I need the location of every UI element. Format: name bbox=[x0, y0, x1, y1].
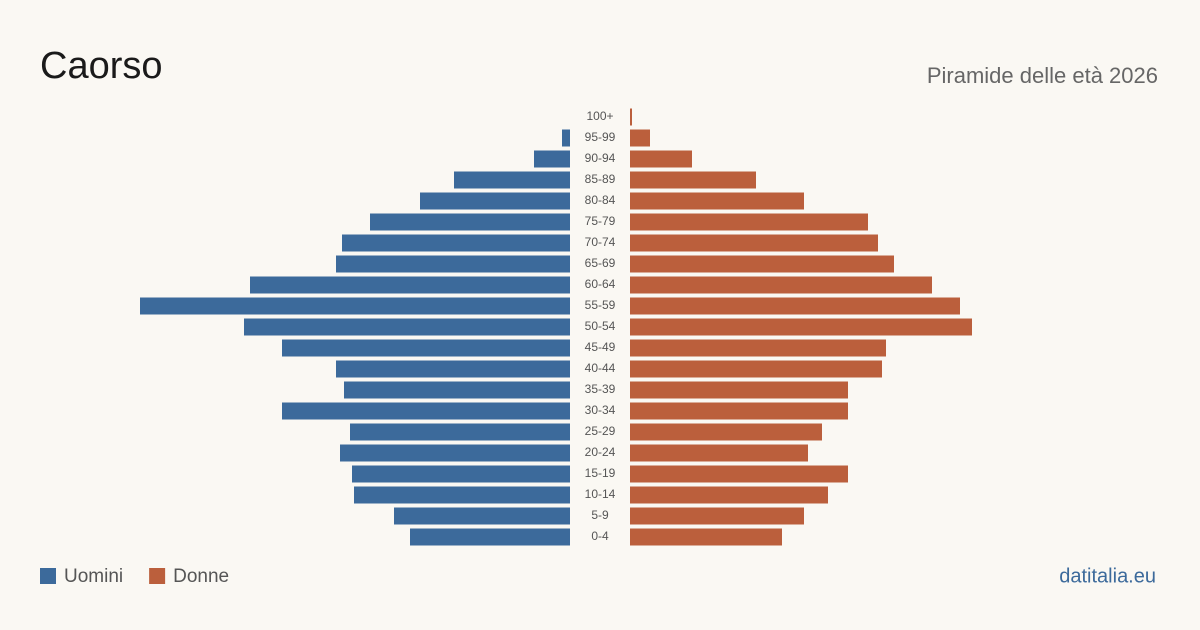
age-label: 75-79 bbox=[585, 214, 616, 228]
bar bbox=[630, 528, 782, 546]
bar bbox=[630, 171, 756, 189]
bar bbox=[630, 150, 692, 168]
bar bbox=[534, 150, 570, 168]
bar bbox=[630, 255, 894, 273]
age-label: 90-94 bbox=[585, 151, 616, 165]
age-label: 35-39 bbox=[585, 382, 616, 396]
age-label: 20-24 bbox=[585, 445, 616, 459]
bar bbox=[630, 318, 972, 336]
age-label: 30-34 bbox=[585, 403, 616, 417]
bar bbox=[342, 234, 570, 252]
bar bbox=[420, 192, 570, 210]
bar bbox=[336, 360, 570, 378]
bar bbox=[562, 129, 570, 147]
age-label: 55-59 bbox=[585, 298, 616, 312]
age-label: 10-14 bbox=[585, 487, 616, 501]
bar bbox=[630, 108, 632, 126]
bar bbox=[344, 381, 570, 399]
age-label: 40-44 bbox=[585, 361, 616, 375]
age-label: 45-49 bbox=[585, 340, 616, 354]
bar bbox=[630, 360, 882, 378]
bar bbox=[244, 318, 570, 336]
age-label: 25-29 bbox=[585, 424, 616, 438]
bar bbox=[630, 129, 650, 147]
legend-swatch bbox=[40, 568, 56, 584]
bar bbox=[352, 465, 570, 483]
age-label: 5-9 bbox=[591, 508, 609, 522]
age-label: 100+ bbox=[586, 109, 613, 123]
bar bbox=[350, 423, 570, 441]
bar bbox=[630, 486, 828, 504]
bar bbox=[340, 444, 570, 462]
chart-title: Caorso bbox=[40, 45, 163, 87]
bar bbox=[630, 444, 808, 462]
bar bbox=[250, 276, 570, 294]
bar bbox=[630, 192, 804, 210]
age-label: 60-64 bbox=[585, 277, 616, 291]
bar bbox=[630, 234, 878, 252]
legend-label: Uomini bbox=[64, 566, 123, 587]
bar bbox=[630, 423, 822, 441]
source: datitalia.eu bbox=[1059, 565, 1156, 587]
bar bbox=[454, 171, 570, 189]
bar bbox=[630, 339, 886, 357]
bar bbox=[282, 402, 570, 420]
legend-label: Donne bbox=[173, 566, 229, 587]
bar bbox=[282, 339, 570, 357]
age-label: 15-19 bbox=[585, 466, 616, 480]
age-label: 65-69 bbox=[585, 256, 616, 270]
age-label: 95-99 bbox=[585, 130, 616, 144]
bar bbox=[630, 297, 960, 315]
bar bbox=[370, 213, 570, 231]
chart-subtitle: Piramide delle età 2026 bbox=[927, 63, 1158, 88]
bar bbox=[410, 528, 570, 546]
bar bbox=[630, 402, 848, 420]
age-label: 50-54 bbox=[585, 319, 616, 333]
bar bbox=[336, 255, 570, 273]
bar bbox=[630, 465, 848, 483]
bar bbox=[630, 381, 848, 399]
bar bbox=[140, 297, 570, 315]
bar bbox=[394, 507, 570, 525]
bar bbox=[630, 507, 804, 525]
age-label: 70-74 bbox=[585, 235, 616, 249]
legend-swatch bbox=[149, 568, 166, 584]
bar bbox=[630, 276, 932, 294]
bar bbox=[354, 486, 570, 504]
age-label: 85-89 bbox=[585, 172, 616, 186]
bar bbox=[630, 213, 868, 231]
age-label: 0-4 bbox=[591, 529, 609, 543]
age-label: 80-84 bbox=[585, 193, 616, 207]
